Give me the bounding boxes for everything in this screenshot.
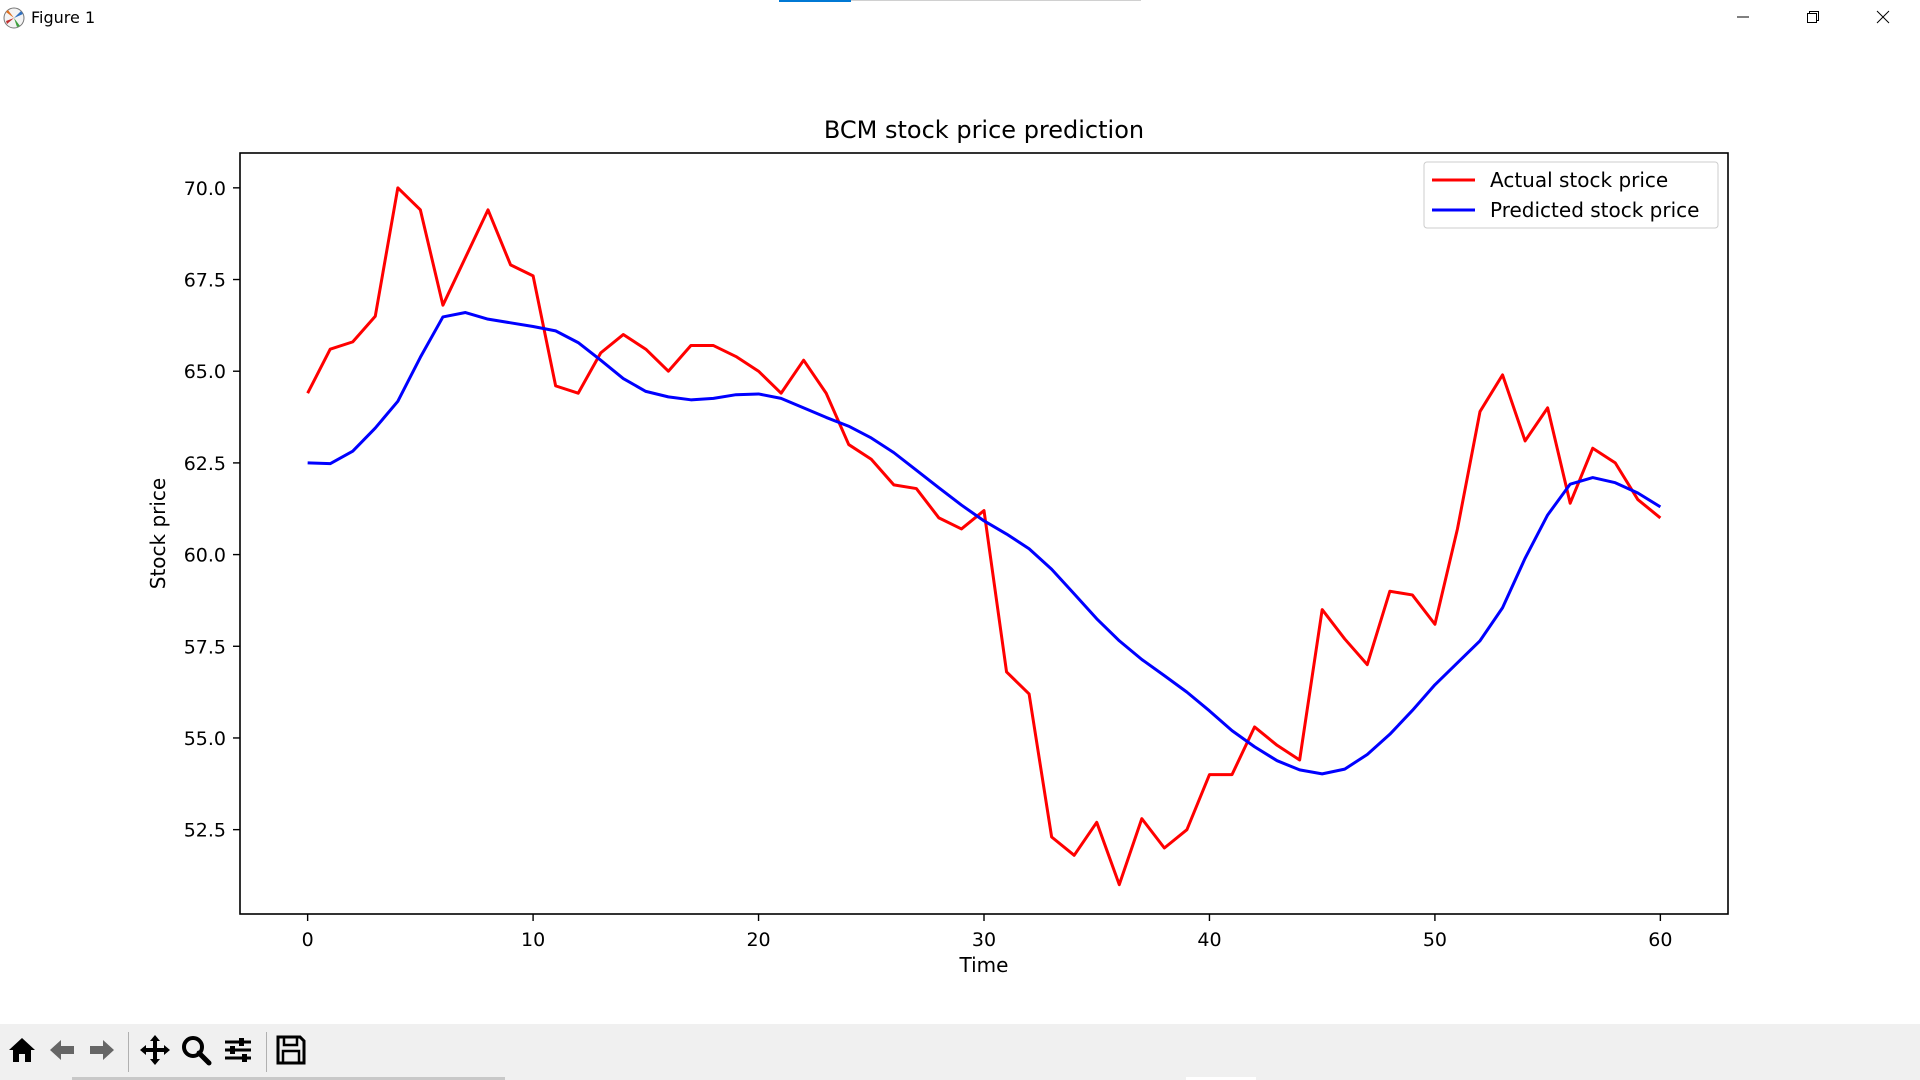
y-tick-label: 65.0 [184,361,226,383]
navigation-toolbar [0,1024,1920,1080]
chart: 0 10 20 30 40 50 60 52.5 55.0 57.5 60.0 62.5 65.0 67… [146,116,1729,977]
x-tick-label: 50 [1423,929,1447,951]
pan-icon [138,1033,172,1071]
y-tick-label: 57.5 [184,636,226,658]
minimize-button[interactable] [1708,0,1778,36]
x-tick-label: 20 [746,929,770,951]
axes-frame [239,152,1729,915]
configure-subplots-button[interactable] [220,1034,256,1070]
x-tick-label: 10 [521,929,545,951]
save-button[interactable] [273,1034,309,1070]
y-tick-label: 55.0 [184,728,226,750]
tab-indicator [779,0,851,2]
tab-indicator-track [851,0,1141,1]
toolbar-separator [266,1032,267,1072]
y-tick-label: 67.5 [184,270,226,292]
home-button[interactable] [4,1034,40,1070]
configure-subplots-icon [222,1034,254,1070]
restore-button[interactable] [1778,0,1848,36]
save-icon [275,1034,307,1070]
legend: Actual stock price Predicted stock price [1423,161,1719,229]
taskbar-strip [72,1077,505,1080]
x-tick-label: 40 [1197,929,1221,951]
x-axis-label: Time [959,953,1009,977]
series-line-actual [306,186,1662,887]
close-button[interactable] [1848,0,1918,36]
x-tick-label: 0 [302,929,314,951]
chart-title: BCM stock price prediction [824,116,1144,144]
y-axis-label: Stock price [146,478,170,589]
back-arrow-icon [46,1034,78,1070]
x-tick-label: 30 [972,929,996,951]
restore-icon [1806,9,1820,28]
series-line-predicted [307,311,1662,776]
window-titlebar: Figure 1 [0,0,1920,36]
home-icon [6,1034,38,1070]
forward-button[interactable] [84,1034,120,1070]
matplotlib-icon [2,6,26,30]
legend-box [1423,161,1719,229]
close-icon [1876,9,1890,28]
taskbar-strip-highlight [1186,1077,1256,1080]
zoom-icon [180,1034,212,1070]
pan-button[interactable] [137,1034,173,1070]
forward-arrow-icon [86,1034,118,1070]
legend-label-predicted: Predicted stock price [1490,198,1699,222]
y-tick-label: 52.5 [184,820,226,842]
toolbar-separator [128,1032,129,1072]
y-tick-label: 70.0 [184,178,226,200]
legend-label-actual: Actual stock price [1490,168,1668,192]
x-tick-label: 60 [1648,929,1672,951]
figure-canvas[interactable]: 0 10 20 30 40 50 60 52.5 55.0 57.5 60.0 62.5 65.0 67… [0,36,1920,1024]
y-tick-label: 62.5 [184,453,226,475]
back-button[interactable] [44,1034,80,1070]
zoom-button[interactable] [178,1034,214,1070]
minimize-icon [1736,9,1750,28]
y-tick-label: 60.0 [184,545,226,567]
window-title: Figure 1 [31,8,96,27]
